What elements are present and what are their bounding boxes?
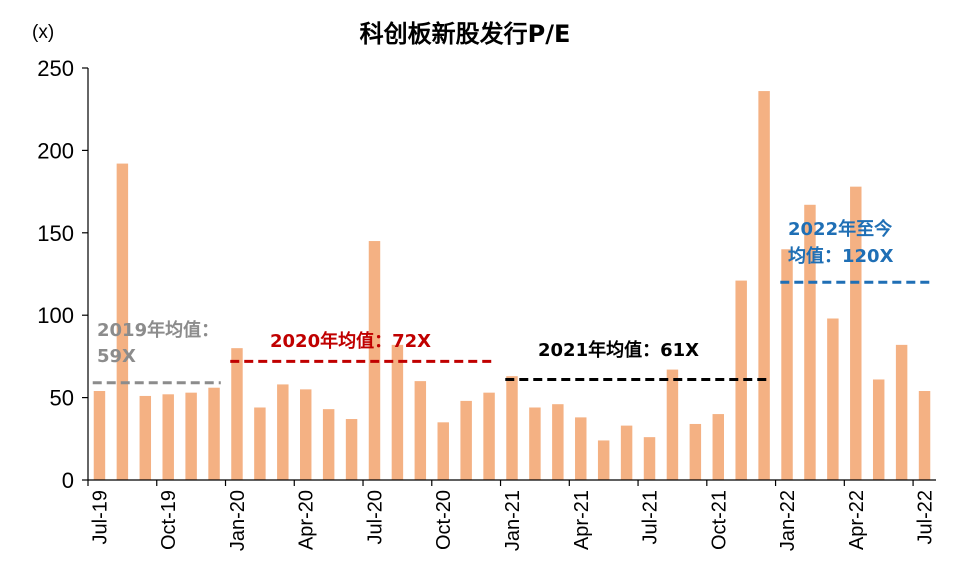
bar-Feb-20 <box>254 407 266 480</box>
bar-Jun-21 <box>620 425 633 480</box>
average-lines-group: 2019年均值： 59X 2020年均值：72X 2021年均值：61X 2022年至今… <box>92 218 932 385</box>
y-tick-label: 200 <box>37 138 74 163</box>
average-label-3: 2022年至今 <box>788 218 893 240</box>
bar-Jun-20 <box>345 419 358 480</box>
bar-Dec-20 <box>483 392 495 480</box>
bar-Apr-22 <box>850 186 862 480</box>
x-tick-label: Apr-22 <box>846 490 868 550</box>
bar-Oct-19 <box>162 394 174 480</box>
bar-Oct-20 <box>437 422 449 480</box>
bar-May-22 <box>872 379 885 480</box>
x-tick-label: Jul-19 <box>89 490 111 544</box>
bar-Nov-20 <box>460 400 472 480</box>
bar-Dec-19 <box>208 387 220 480</box>
bar-Nov-21 <box>735 280 747 480</box>
x-tick-label: Oct-19 <box>158 490 180 550</box>
bar-Oct-21 <box>712 414 724 480</box>
bar-Mar-20 <box>277 384 289 480</box>
bar-Mar-21 <box>552 404 564 480</box>
average-label-2: 2021年均值：61X <box>538 339 699 361</box>
y-tick-label: 250 <box>37 56 74 81</box>
unit-label: (x) <box>32 22 54 43</box>
bar-Jan-22 <box>781 249 793 480</box>
x-tick-label: Jul-20 <box>364 490 386 544</box>
average-value-label-0: 59X <box>97 346 136 367</box>
bar-Jan-20 <box>231 348 243 480</box>
bar-Aug-20 <box>391 344 404 480</box>
bar-Feb-22 <box>804 204 816 480</box>
x-tick-label: Apr-20 <box>296 490 318 550</box>
x-tick-label: Apr-21 <box>571 490 593 550</box>
chart-title: 科创板新股发行P/E <box>360 20 571 48</box>
bar-Apr-20 <box>300 389 312 480</box>
average-label-1: 2020年均值：72X <box>270 330 431 352</box>
x-axis: Jul-19 Oct-19 Jan-20 Apr-20 Jul-20 Oct-20 Jan-… <box>87 479 937 551</box>
bar-May-21 <box>597 440 610 480</box>
bar-Jan-21 <box>506 376 518 480</box>
y-tick-label: 150 <box>37 221 74 246</box>
x-tick-label: Jan-20 <box>227 490 249 551</box>
x-tick-label: Oct-21 <box>708 490 730 550</box>
x-tick-label: Oct-20 <box>433 490 455 550</box>
bar-Jul-22 <box>918 391 931 480</box>
y-tick-label: 100 <box>37 303 74 328</box>
y-axis: 0 50 100 150 200 250 <box>37 56 89 493</box>
bar-Sep-21 <box>689 423 702 480</box>
bar-Aug-21 <box>666 369 679 480</box>
x-tick-label: Jan-22 <box>777 490 799 551</box>
bar-Feb-21 <box>529 407 541 480</box>
bars-group <box>93 91 931 481</box>
bar-Sep-19 <box>139 395 152 480</box>
bar-May-20 <box>322 409 335 480</box>
x-tick-label: Jan-21 <box>502 490 524 551</box>
y-tick-label: 0 <box>62 468 74 493</box>
y-tick-label: 50 <box>50 386 74 411</box>
bar-Jul-19 <box>93 391 106 480</box>
average-label-0: 2019年均值： <box>97 319 219 341</box>
bar-Nov-19 <box>185 392 197 480</box>
bar-Aug-19 <box>116 163 129 481</box>
x-tick-label: Jul-22 <box>915 490 937 544</box>
bar-Sep-20 <box>414 381 427 480</box>
bar-Dec-21 <box>758 91 770 481</box>
x-tick-label: Jul-21 <box>640 490 662 544</box>
average-value-label-3: 均值：120X <box>788 245 894 267</box>
bar-Apr-21 <box>575 417 587 480</box>
bar-Jun-22 <box>895 344 908 480</box>
bar-Jul-21 <box>643 437 656 480</box>
bar-Mar-22 <box>827 318 839 480</box>
